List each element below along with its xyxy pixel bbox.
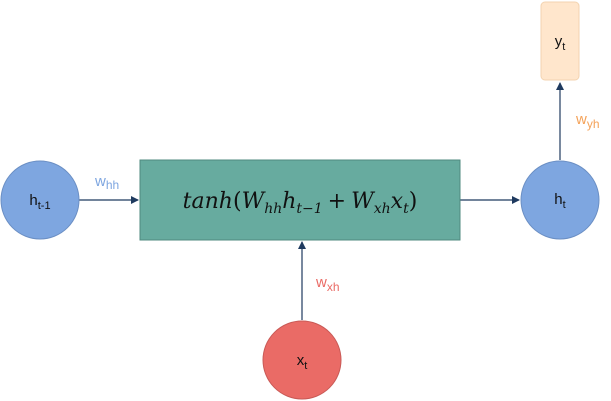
cell-formula: tanh(Whhht−1 + Wxhxt) xyxy=(183,189,418,217)
weight-w-xh-label: wxh xyxy=(315,274,340,294)
weight-w-yh-label: wyh xyxy=(575,111,600,131)
node-y-t xyxy=(540,1,580,81)
rnn-cell-box xyxy=(139,159,461,241)
weight-w-hh-label: whh xyxy=(94,173,119,192)
node-h-prev xyxy=(0,160,80,240)
node-x-t-label: xt xyxy=(297,352,308,372)
node-x-t xyxy=(262,320,342,400)
node-h-t-label: ht xyxy=(554,191,565,211)
node-h-prev-label: ht-1 xyxy=(29,192,50,212)
node-h-t xyxy=(520,160,600,240)
node-y-t-label: yt xyxy=(555,33,566,53)
